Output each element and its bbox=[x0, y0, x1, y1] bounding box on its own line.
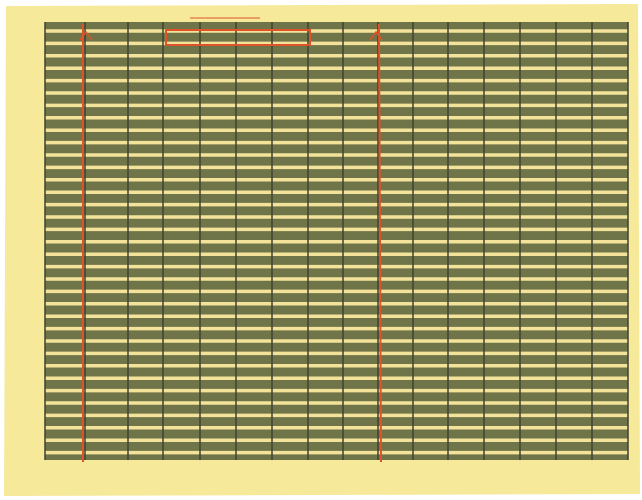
page: (() => { JSON.parse(document.getElementB… bbox=[0, 0, 642, 500]
row-lines bbox=[45, 31, 628, 453]
ledger-photo bbox=[0, 0, 642, 500]
